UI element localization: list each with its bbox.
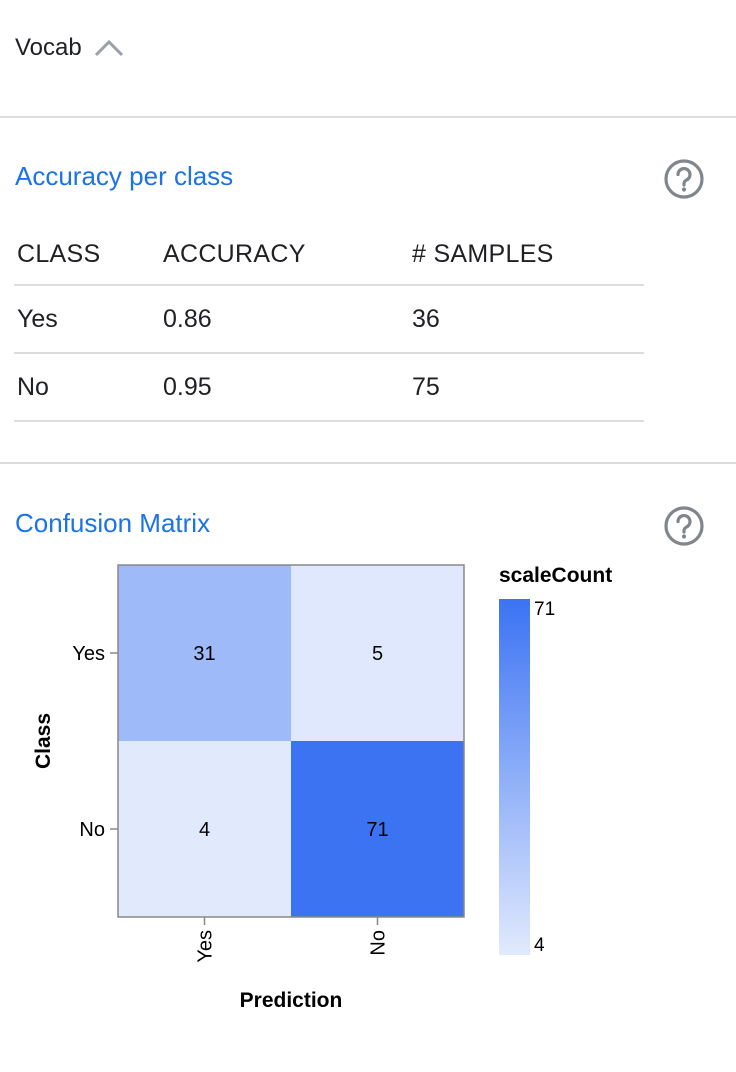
heatmap-cell bbox=[118, 565, 291, 741]
x-axis: Yes No bbox=[195, 917, 390, 963]
cell-class: No bbox=[14, 353, 160, 422]
help-circle-icon[interactable] bbox=[663, 505, 705, 547]
x-tick-label: No bbox=[368, 930, 390, 956]
x-axis-label: Prediction bbox=[240, 989, 343, 1012]
cell-samples: 75 bbox=[409, 353, 644, 422]
cell-value-label: 71 bbox=[366, 819, 388, 841]
header-accuracy: ACCURACY bbox=[160, 225, 409, 286]
chevron-up-icon[interactable] bbox=[94, 38, 124, 58]
header-class: CLASS bbox=[14, 225, 160, 286]
accuracy-section-title: Accuracy per class bbox=[15, 161, 234, 191]
help-circle-icon[interactable] bbox=[663, 158, 705, 200]
header-samples: # SAMPLES bbox=[409, 225, 644, 286]
table-row: Yes 0.86 36 bbox=[14, 285, 644, 354]
heatmap-cell-labels: 31 5 4 71 bbox=[193, 643, 388, 841]
y-tick-label: Yes bbox=[72, 643, 105, 665]
y-axis-label: Class bbox=[32, 713, 55, 769]
vocab-title: Vocab bbox=[15, 34, 82, 61]
heatmap-cell bbox=[291, 565, 464, 741]
table-header-row: CLASS ACCURACY # SAMPLES bbox=[14, 225, 644, 286]
cell-accuracy: 0.86 bbox=[160, 285, 409, 354]
accuracy-table: CLASS ACCURACY # SAMPLES Yes 0.86 36 No … bbox=[14, 225, 644, 422]
y-axis: Yes No bbox=[72, 643, 118, 841]
legend-min-label: 4 bbox=[534, 935, 545, 956]
heatmap-cell bbox=[118, 741, 291, 917]
table-row: No 0.95 75 bbox=[14, 353, 644, 422]
legend-title: scaleCount bbox=[499, 564, 612, 587]
cell-value-label: 4 bbox=[199, 819, 210, 841]
legend-color-bar bbox=[499, 599, 530, 955]
heatmap-cell bbox=[291, 741, 464, 917]
cell-accuracy: 0.95 bbox=[160, 353, 409, 422]
cell-samples: 36 bbox=[409, 285, 644, 354]
confusion-matrix-chart: 31 5 4 71 Yes No Yes No Prediction Class scal… bbox=[32, 564, 612, 1012]
confusion-section-title: Confusion Matrix bbox=[15, 508, 211, 538]
divider bbox=[0, 116, 736, 118]
divider bbox=[0, 462, 736, 464]
y-tick-label: No bbox=[79, 819, 105, 841]
legend-max-label: 71 bbox=[534, 599, 555, 620]
vocab-header[interactable]: Vocab bbox=[15, 28, 124, 68]
plot-frame bbox=[117, 564, 465, 918]
heatmap-cells bbox=[118, 565, 464, 917]
cell-value-label: 31 bbox=[193, 643, 215, 665]
x-tick-label: Yes bbox=[195, 930, 217, 963]
cell-class: Yes bbox=[14, 285, 160, 354]
cell-value-label: 5 bbox=[372, 643, 383, 665]
